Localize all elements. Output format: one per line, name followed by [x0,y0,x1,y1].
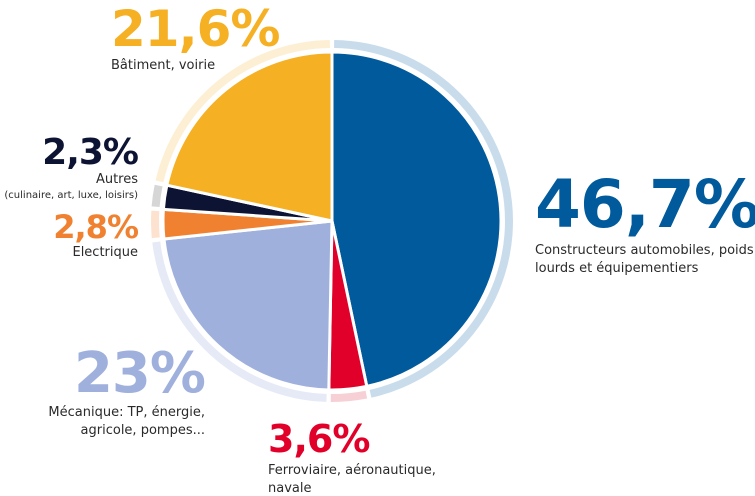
category-label-line: Autres [95,172,138,187]
ring-segment-meca [152,241,327,402]
category-label-line: lourds et équipementiers [535,261,699,276]
category-label-ferroviaire: Ferroviaire, aéronautique, navale [268,462,436,496]
label-electrique: 2,8% Electrique [53,208,139,262]
label-mecanique: 23% Mécanique: TP, énergie, agricole, po… [48,341,206,440]
label-autres: 2,3% Autres (culinaire, art, luxe, loisi… [4,132,139,203]
category-label-line: navale [268,481,312,496]
category-label-line: (culinaire, art, luxe, loisirs) [4,190,138,201]
category-label-line: Constructeurs automobiles, poids [535,243,754,258]
label-ferroviaire: 3,6% Ferroviaire, aéronautique, navale [268,420,436,496]
pie-slice-meca [162,219,334,392]
category-label-batiment: Bâtiment, voirie [111,57,279,75]
category-label-automobile: Constructeurs automobiles, poids lourds … [535,242,755,278]
pie-slice-auto [330,50,503,388]
value-label-autres: 2,3% [42,132,139,173]
label-automobile: 46,7% Constructeurs automobiles, poids l… [535,172,755,278]
pie-slice-bat [165,50,334,223]
ring-segment-bat [155,40,330,183]
value-label-batiment: 21,6% [111,0,280,58]
ring-segment-ferro [330,390,368,403]
value-label-electrique: 2,8% [53,208,139,246]
category-label-line: Mécanique: TP, énergie, [48,405,205,420]
value-label-automobile: 46,7% [535,166,755,243]
category-label-line: agricole, pompes... [80,423,205,438]
category-label-line: Ferroviaire, aéronautique, [268,463,436,478]
category-label-mecanique: Mécanique: TP, énergie, agricole, pompes… [48,404,205,440]
category-label-autres: Autres (culinaire, art, luxe, loisirs) [4,171,138,203]
category-label-electrique: Electrique [53,244,138,262]
category-label-line: Electrique [72,245,138,260]
ring-segment-elec [151,210,160,239]
value-label-ferroviaire: 3,6% [268,417,370,461]
category-label-line: Bâtiment, voirie [111,58,216,73]
ring-segment-autres [151,184,163,207]
label-batiment: 21,6% Bâtiment, voirie [111,0,280,75]
value-label-mecanique: 23% [73,341,206,406]
